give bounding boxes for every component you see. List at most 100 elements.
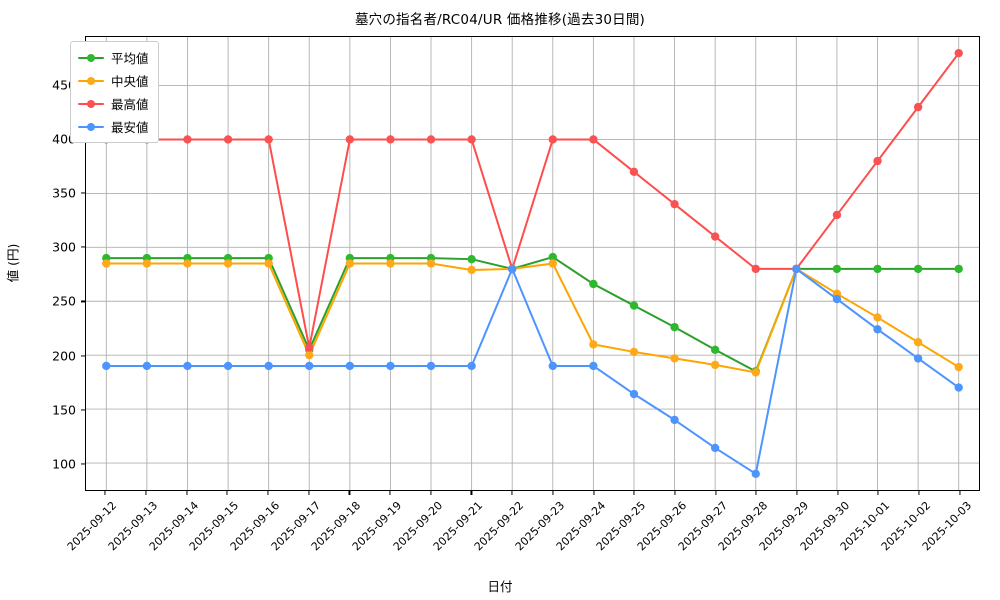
data-point: [913, 354, 923, 363]
data-point: [386, 361, 395, 371]
data-point: [467, 361, 476, 371]
series-line: [105, 52, 960, 349]
data-point: [589, 361, 598, 371]
data-point: [548, 361, 557, 371]
x-tick-mark: [389, 491, 391, 495]
y-tick-mark: [81, 246, 85, 248]
legend-label: 中央値: [111, 74, 149, 89]
data-point: [426, 135, 436, 144]
x-tick-mark: [267, 491, 269, 495]
x-tick-mark: [308, 491, 310, 495]
data-point: [751, 368, 760, 377]
y-tick-mark: [81, 300, 85, 302]
data-point: [710, 360, 720, 370]
data-point: [223, 361, 233, 371]
x-tick-mark: [145, 491, 147, 495]
legend: 平均値中央値最高値最安値: [70, 41, 159, 143]
x-tick-mark: [755, 491, 757, 495]
data-point: [589, 340, 598, 349]
data-point: [548, 252, 557, 262]
data-point: [183, 361, 192, 371]
data-point: [670, 199, 679, 209]
data-point: [670, 354, 679, 363]
x-tick-mark: [959, 491, 961, 495]
x-tick-mark: [633, 491, 635, 495]
data-point: [710, 345, 720, 354]
legend-label: 平均値: [111, 51, 149, 66]
y-tick-mark: [81, 192, 85, 194]
series-4: [102, 264, 963, 479]
data-point: [832, 210, 842, 220]
y-tick-label: 400: [52, 131, 76, 147]
data-point: [710, 443, 720, 453]
data-point: [386, 135, 395, 144]
data-point: [873, 156, 882, 166]
data-point: [183, 135, 192, 144]
y-tick-mark: [81, 463, 85, 465]
series-3: [102, 48, 963, 352]
data-point: [629, 301, 639, 310]
legend-item-4[interactable]: 最安値: [78, 117, 149, 136]
data-point: [589, 279, 598, 289]
y-tick-label: 250: [52, 293, 76, 309]
legend-item-3[interactable]: 最高値: [78, 94, 149, 113]
y-tick-label: 150: [52, 402, 76, 418]
x-tick-mark: [511, 491, 513, 495]
series-line: [105, 256, 960, 373]
data-point: [832, 264, 842, 274]
data-point: [467, 255, 476, 264]
x-axis-label: 日付: [487, 579, 513, 594]
data-point: [873, 313, 882, 322]
x-tick-mark: [715, 491, 717, 495]
data-point: [467, 135, 476, 144]
legend-item-2[interactable]: 中央値: [78, 71, 149, 90]
y-tick-label: 450: [52, 77, 76, 93]
legend-marker-icon: [78, 52, 104, 64]
x-tick-mark: [186, 491, 188, 495]
series-1: [102, 252, 963, 376]
data-point: [954, 264, 963, 274]
x-tick-mark: [430, 491, 432, 495]
data-point: [345, 361, 355, 371]
data-point: [264, 361, 273, 371]
x-tick-mark: [918, 491, 920, 495]
data-point: [751, 469, 760, 479]
series-line: [105, 262, 960, 374]
data-point: [751, 264, 760, 274]
data-point: [223, 259, 233, 268]
data-series-layer: [102, 48, 963, 479]
data-point: [305, 361, 314, 371]
x-tick-mark: [592, 491, 595, 495]
data-point: [183, 259, 192, 268]
data-point: [508, 264, 517, 274]
x-tick-mark: [552, 491, 554, 495]
data-point: [345, 259, 355, 268]
data-point: [102, 259, 111, 268]
y-tick-label: 100: [52, 456, 76, 472]
data-point: [426, 361, 436, 371]
data-point: [913, 102, 923, 112]
x-tick-mark: [104, 491, 106, 495]
data-point: [589, 135, 598, 144]
data-point: [548, 135, 557, 144]
x-tick-mark: [877, 491, 879, 495]
legend-item-1[interactable]: 平均値: [78, 48, 149, 67]
legend-marker-icon: [78, 121, 104, 133]
y-tick-mark: [81, 355, 85, 357]
y-tick-label: 200: [52, 348, 76, 364]
x-tick-mark: [348, 491, 350, 495]
x-tick-mark: [674, 491, 676, 495]
data-point: [954, 383, 963, 392]
y-tick-label: 300: [52, 239, 76, 255]
data-point: [467, 265, 476, 275]
x-tick-mark: [470, 491, 473, 495]
data-point: [142, 361, 152, 371]
legend-label: 最安値: [111, 120, 149, 135]
data-point: [142, 259, 152, 268]
data-point: [345, 135, 355, 144]
data-point: [792, 264, 801, 274]
legend-label: 最高値: [111, 97, 149, 112]
data-point: [873, 325, 882, 334]
legend-marker-icon: [78, 75, 104, 87]
